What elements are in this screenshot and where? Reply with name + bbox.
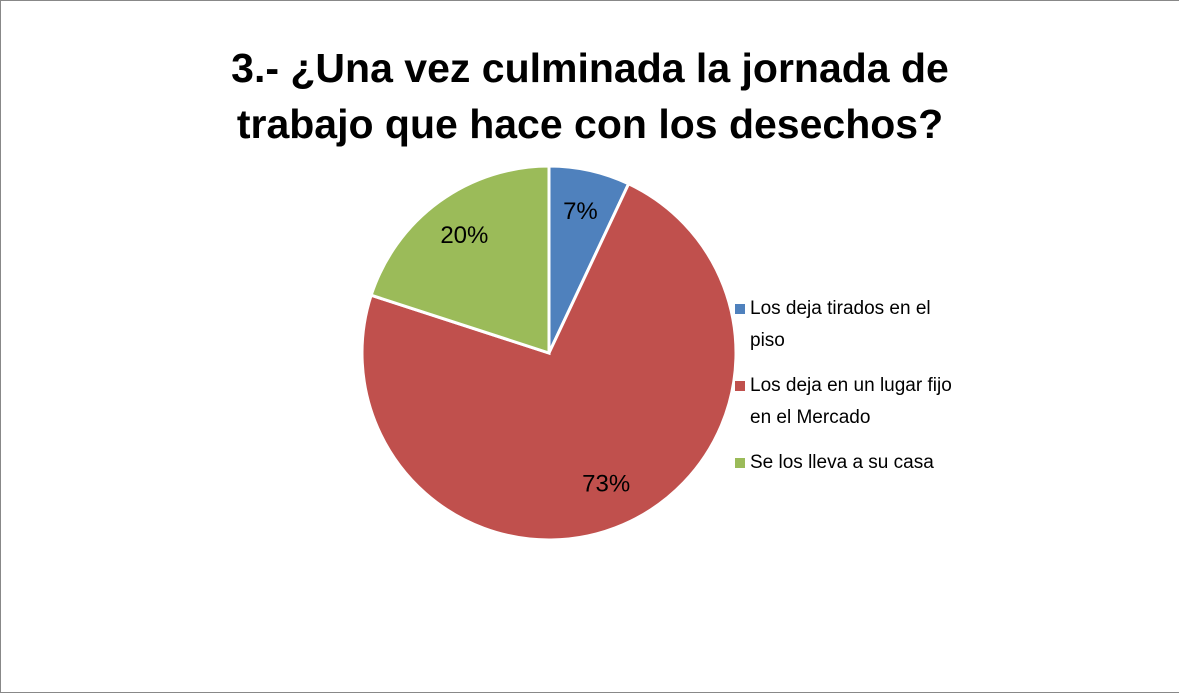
legend-swatch bbox=[735, 381, 745, 391]
pie-slice bbox=[369, 164, 551, 356]
legend-label: Se los lleva a su casa bbox=[750, 452, 934, 473]
legend-item: Los deja en un lugar fijo en el Mercado bbox=[735, 370, 1179, 434]
legend-item: Los deja tirados en el piso bbox=[735, 293, 1179, 357]
chart-title: 3.- ¿Una vez culminada la jornada de tra… bbox=[231, 45, 949, 147]
legend-label: Los deja tirados en el piso bbox=[750, 298, 931, 351]
pie-slice bbox=[360, 181, 738, 542]
legend-swatch bbox=[735, 304, 745, 314]
data-label: 73% bbox=[582, 470, 630, 497]
data-label: 20% bbox=[440, 222, 488, 249]
legend-label: Los deja en un lugar fijo en el Mercado bbox=[750, 375, 952, 428]
legend: Los deja tirados en el piso Los deja en u… bbox=[735, 293, 1179, 492]
data-label: 7% bbox=[563, 198, 598, 225]
legend-swatch bbox=[735, 458, 745, 468]
legend-item: Se los lleva a su casa bbox=[735, 447, 1179, 479]
